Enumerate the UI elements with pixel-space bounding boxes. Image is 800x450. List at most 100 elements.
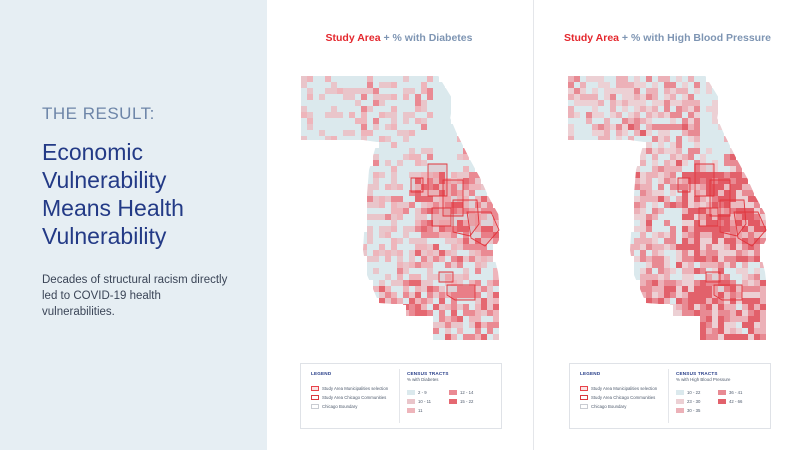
census-tract [421,166,427,172]
census-tract [688,262,694,268]
census-tract [445,292,451,298]
census-tract [397,262,403,268]
census-tract [670,256,676,262]
census-tract [724,256,730,262]
census-tract [433,154,439,160]
lake-shoreline [704,73,769,237]
census-tract [373,202,379,208]
census-tract [688,160,694,166]
census-tract [730,220,736,226]
census-tract [433,106,439,112]
census-tract [403,214,409,220]
census-tract [385,196,391,202]
census-tract [700,166,706,172]
census-tract [415,238,421,244]
census-tract [421,112,427,118]
census-tract [397,94,403,100]
census-tract [676,196,682,202]
census-tract [409,118,415,124]
census-tract [493,274,499,280]
census-tract [688,292,694,298]
census-tract [391,124,397,130]
census-tract [748,298,754,304]
census-tract [652,106,658,112]
census-tract [397,172,403,178]
census-tract [628,250,634,256]
census-tract [481,268,487,274]
census-tract [748,334,754,340]
census-tract [676,82,682,88]
census-tract [361,94,367,100]
census-tract [493,316,499,322]
census-tract [718,220,724,226]
census-tract [403,142,409,148]
census-tract [301,76,307,82]
census-tract [670,304,676,310]
census-tract [421,82,427,88]
census-tract [736,280,742,286]
census-tract [658,184,664,190]
census-tract [736,226,742,232]
census-tract [493,238,499,244]
census-tract [403,304,409,310]
census-tract [664,130,670,136]
census-tract [664,274,670,280]
census-tract [409,310,415,316]
census-tract [403,130,409,136]
census-tract [445,160,451,166]
legend-class: 36 - 41 [718,390,742,396]
census-tract [331,112,337,118]
census-tract [682,292,688,298]
census-tract [319,94,325,100]
census-tract [748,190,754,196]
legend-class-label: 42 - 66 [729,399,743,404]
census-tract [475,298,481,304]
census-tract [415,196,421,202]
census-tract [730,280,736,286]
census-tract [475,268,481,274]
census-tract [664,100,670,106]
census-tract [463,268,469,274]
census-tract [445,142,451,148]
legend-class-swatch [407,390,415,396]
census-tract [349,106,355,112]
census-tract [397,226,403,232]
census-tract [754,232,760,238]
census-tract [487,220,493,226]
census-tract [610,82,616,88]
census-tract [427,88,433,94]
legend-item-label: Chicago Boundary [322,404,358,409]
census-tract [652,94,658,100]
census-tract [592,94,598,100]
census-tract [706,298,712,304]
census-tract [652,118,658,124]
census-tract [373,82,379,88]
census-tract [427,154,433,160]
census-tract [688,304,694,310]
census-tract [736,298,742,304]
census-tract [445,124,451,130]
census-tract [718,226,724,232]
census-tract [445,202,451,208]
census-tract [421,304,427,310]
census-tract [724,202,730,208]
census-tract [301,100,307,106]
census-tract [646,88,652,94]
census-tract [409,256,415,262]
census-tract [652,214,658,220]
census-tract [391,196,397,202]
census-tract [439,184,445,190]
census-tract [658,256,664,262]
census-tract [439,172,445,178]
census-tract [742,256,748,262]
census-tract [730,244,736,250]
census-tract [403,292,409,298]
census-tract [451,166,457,172]
census-tract [724,292,730,298]
census-tract [640,292,646,298]
census-tract [325,124,331,130]
study-area-outlines [677,163,767,301]
census-tract [712,250,718,256]
census-tract [652,100,658,106]
census-tract [415,178,421,184]
